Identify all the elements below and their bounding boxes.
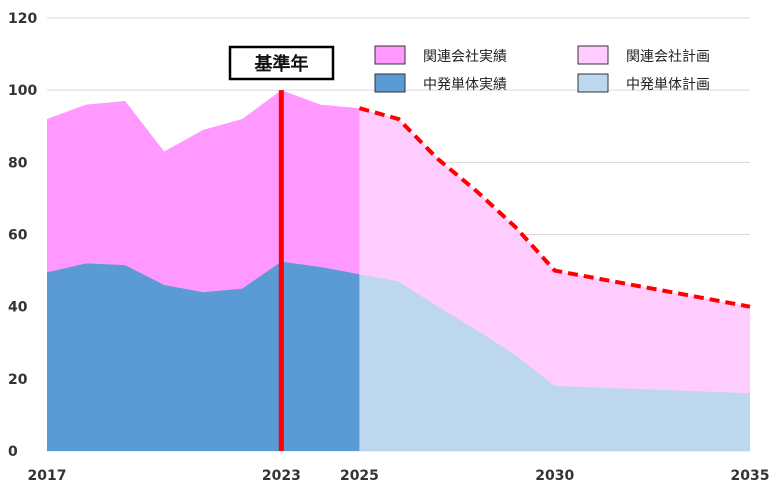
- legend-label: 関連会社実績: [423, 49, 507, 65]
- legend-swatch: [374, 45, 406, 65]
- y-tick-label: 40: [8, 300, 28, 316]
- plan-total-dashed-line: [358, 106, 751, 309]
- y-tick-label: 80: [8, 155, 28, 171]
- legend-swatch: [374, 73, 406, 93]
- x-tick-label: 2025: [340, 468, 379, 484]
- x-tick-label: 2017: [28, 468, 67, 484]
- plan-total-line: [358, 106, 751, 309]
- area-standalone-plan: [359, 274, 750, 451]
- x-tick-label: 2023: [262, 468, 301, 484]
- reference-year-label-box: [228, 45, 335, 81]
- x-tick-label: 2035: [731, 468, 770, 484]
- legend-swatch: [577, 73, 609, 93]
- reference-year-label: 基準年: [254, 53, 309, 75]
- y-tick-label: 20: [8, 372, 28, 388]
- plot-areas: [47, 90, 750, 452]
- legend-label: 中発単体実績: [423, 77, 507, 93]
- x-axis-tick-labels: 2017 2023 2025 2030 2035: [28, 468, 770, 484]
- legend-label: 中発単体計画: [626, 77, 710, 93]
- y-tick-label: 60: [8, 228, 28, 244]
- y-tick-label: 120: [8, 11, 37, 27]
- reference-year-annotation: 基準年: [228, 45, 335, 81]
- legend-label: 関連会社計画: [626, 49, 710, 65]
- x-tick-label: 2030: [535, 468, 574, 484]
- y-axis-tick-labels: 0 20 40 60 80 100 120: [8, 11, 37, 460]
- y-tick-label: 100: [8, 83, 37, 99]
- y-tick-label: 0: [8, 444, 18, 460]
- legend-swatch: [577, 45, 609, 65]
